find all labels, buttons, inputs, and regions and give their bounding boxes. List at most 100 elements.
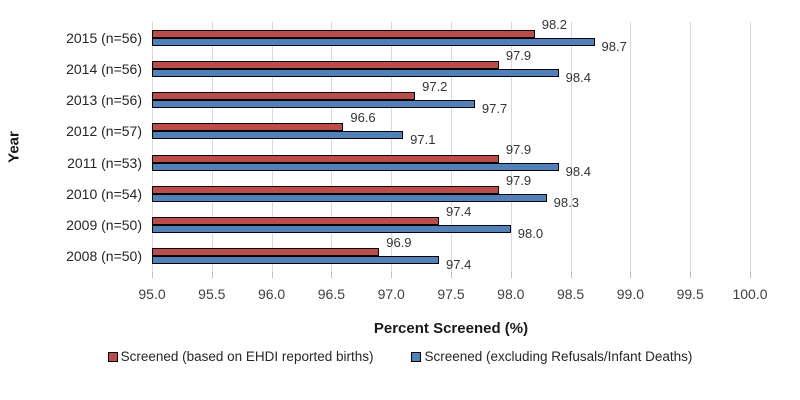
x-axis-tick-label: 95.0 <box>138 286 166 302</box>
bar-screened-ehdi <box>152 123 344 132</box>
plot-area: 98.2 98.7 97.9 98.4 97.2 97.7 96.6 97.1 97.9 98.4… <box>152 18 751 272</box>
x-axis-tick-label: 99.0 <box>616 286 645 302</box>
category-label: 2010 (n=54) <box>66 185 142 202</box>
bar-row: 97.4 <box>152 256 750 271</box>
bar-screened-excluding <box>152 131 404 140</box>
x-axis-tick <box>750 272 751 278</box>
bar-screened-excluding <box>152 256 440 265</box>
category-label: 2015 (n=56) <box>66 29 142 46</box>
bar-row: 98.4 <box>152 68 750 84</box>
bar-value-label: 98.3 <box>553 194 579 210</box>
bar-screened-ehdi <box>152 248 380 257</box>
x-axis-tick-label: 99.5 <box>676 286 704 302</box>
bar-row: 97.1 <box>152 131 750 146</box>
x-axis-tick <box>211 272 213 278</box>
gridline <box>630 22 632 272</box>
bar-row: 97.9 <box>152 143 750 163</box>
bar-screened-ehdi <box>152 185 499 194</box>
category-label: 2012 (n=57) <box>66 123 142 140</box>
bar-screened-excluding <box>152 225 511 234</box>
bar-group: 97.9 98.4 <box>152 49 750 84</box>
category-label: 2011 (n=53) <box>67 154 142 171</box>
bar-value-label: 97.2 <box>422 79 448 95</box>
x-axis-title: Percent Screened (%) <box>373 320 529 337</box>
bar-screened-excluding <box>152 68 559 77</box>
legend-swatch-icon <box>107 351 118 362</box>
x-axis-tick-label: 97.5 <box>437 286 465 302</box>
bar-row: 97.4 <box>152 205 750 226</box>
bar-group: 98.2 98.7 <box>152 18 750 53</box>
bar-row: 98.3 <box>152 193 750 209</box>
bar-value-label: 97.4 <box>446 257 472 273</box>
bar-row: 98.7 <box>152 37 750 53</box>
x-axis-tick-label: 98.5 <box>556 286 585 302</box>
x-axis-tick <box>690 272 692 278</box>
gridline <box>510 22 512 272</box>
bar-value-label: 97.7 <box>481 101 508 117</box>
x-axis-tick <box>570 272 572 278</box>
bar-value-label: 96.6 <box>350 110 376 126</box>
bar-row: 98.2 <box>152 18 750 38</box>
x-axis-tick-label: 100.0 <box>732 286 768 302</box>
x-axis-tick-label: 96.5 <box>317 286 346 302</box>
bar-value-label: 97.9 <box>505 141 532 157</box>
bar-value-label: 98.7 <box>601 38 627 54</box>
x-axis-tick <box>451 272 452 278</box>
x-axis-tick <box>630 272 632 278</box>
bar-value-label: 96.9 <box>386 235 412 251</box>
bar-row: 97.7 <box>152 100 750 115</box>
gridline <box>271 22 273 272</box>
category-label: 2008 (n=50) <box>66 248 142 265</box>
gridline <box>391 22 393 272</box>
bar-row: 98.0 <box>152 225 750 240</box>
bar-group: 97.2 97.7 <box>152 80 750 116</box>
category-label: 2009 (n=50) <box>66 217 142 234</box>
bar-screened-ehdi <box>152 60 499 69</box>
bar-value-label: 97.4 <box>446 204 472 220</box>
x-axis-tick-label: 98.0 <box>497 286 525 302</box>
bar-groups: 98.2 98.7 97.9 98.4 97.2 97.7 96.6 97.1 97.9 98.4… <box>152 18 750 272</box>
x-axis-ticks <box>152 272 751 279</box>
bar-row: 98.4 <box>152 162 750 178</box>
bar-group: 96.6 97.1 <box>152 111 750 147</box>
legend-label: Screened (based on EHDI reported births) <box>120 349 374 364</box>
bar-group: 97.9 98.3 <box>152 174 750 209</box>
bar-screened-excluding <box>152 193 547 202</box>
bar-value-label: 98.0 <box>517 226 544 242</box>
x-axis-tick-label: 97.0 <box>377 286 405 302</box>
bar-row: 96.6 <box>152 111 750 132</box>
gridline <box>570 22 572 272</box>
bar-group: 97.9 98.4 <box>152 143 750 178</box>
bar-value-label: 97.1 <box>410 132 436 148</box>
bar-screened-excluding <box>152 37 595 46</box>
bar-row: 97.9 <box>152 174 750 194</box>
bar-value-label: 97.9 <box>505 47 532 63</box>
bar-value-label: 98.2 <box>541 16 568 32</box>
x-axis-tick-labels: 95.0 95.5 96.0 96.5 97.0 97.5 98.0 98.5 99.0 99.5… <box>138 286 767 302</box>
category-label: 2014 (n=56) <box>66 60 142 77</box>
bar-row: 96.9 <box>152 236 750 257</box>
x-axis-tick <box>152 272 153 278</box>
legend-swatch-icon <box>411 351 422 362</box>
bar-value-label: 98.4 <box>565 163 591 179</box>
gridline <box>750 22 751 272</box>
x-axis-tick <box>271 272 273 278</box>
legend-item: Screened (based on EHDI reported births) <box>107 349 374 364</box>
x-axis-tick <box>510 272 512 278</box>
y-axis-category-labels: 2015 (n=56) 2014 (n=56) 2013 (n=56) 2012 (n… <box>0 22 142 272</box>
category-label: 2013 (n=56) <box>66 92 142 109</box>
bar-screened-ehdi <box>152 217 440 226</box>
gridline <box>152 22 153 272</box>
bar-value-label: 98.4 <box>565 69 591 85</box>
legend-item: Screened (excluding Refusals/Infant Deat… <box>411 349 692 364</box>
bar-value-label: 97.9 <box>505 172 532 188</box>
bar-row: 97.9 <box>152 49 750 69</box>
x-axis-tick <box>391 272 393 278</box>
bar-row: 97.2 <box>152 80 750 101</box>
x-axis-tick <box>331 272 333 278</box>
gridline <box>451 22 452 272</box>
x-axis-tick-label: 96.0 <box>257 286 286 302</box>
bar-screened-ehdi <box>152 29 535 38</box>
gridline <box>331 22 333 272</box>
